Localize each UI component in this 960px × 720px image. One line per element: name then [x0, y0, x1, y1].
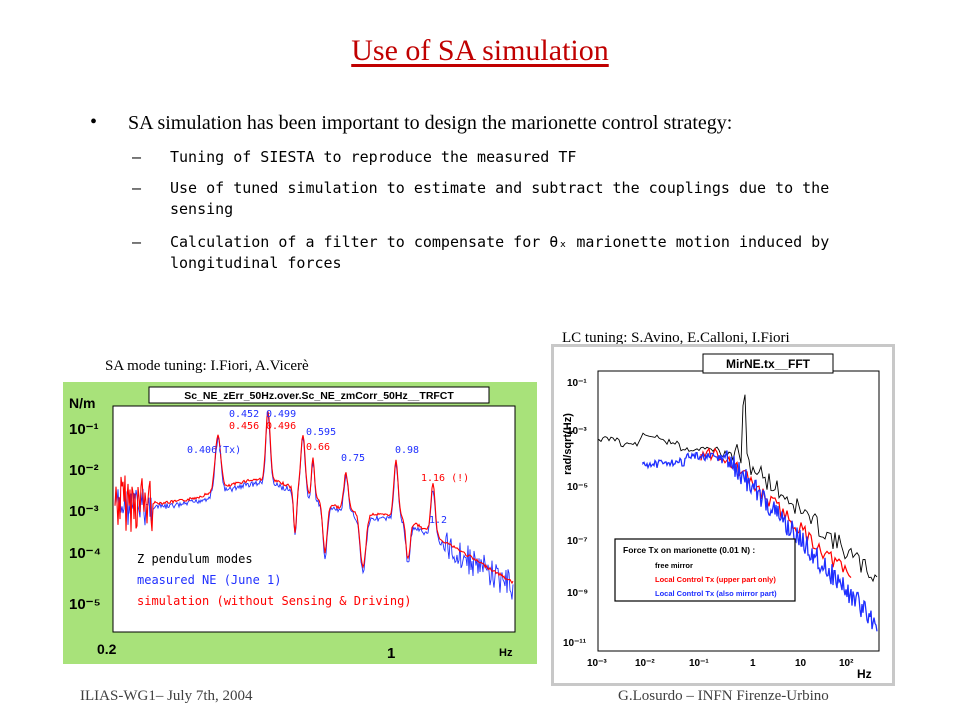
- legend-title: Force Tx on marionette (0.01 N) :: [623, 545, 755, 555]
- y-tick-label: 10⁻¹: [567, 378, 587, 389]
- peak-label: 1.16 (!): [421, 473, 469, 484]
- plot-title-box: [148, 386, 490, 404]
- y-tick-label: 10⁻⁷: [567, 536, 588, 547]
- legend-entry: Z pendulum modes: [137, 552, 253, 566]
- footer-left: ILIAS-WG1– July 7th, 2004: [80, 688, 253, 704]
- bullet-dot-icon: •: [90, 111, 98, 133]
- footer-right: G.Losurdo – INFN Firenze-Urbino: [618, 688, 829, 704]
- plot-area: [597, 370, 880, 652]
- caption-right: LC tuning: S.Avino, E.Calloni, I.Fiori: [562, 330, 790, 346]
- sub-item-text: Use of tuned simulation to estimate and …: [170, 179, 830, 218]
- y-tick-label: 10⁻³: [567, 426, 587, 437]
- legend-entry: Local Control Tx (upper part only): [655, 575, 776, 584]
- sub-item-text: Calculation of a filter to compensate fo…: [170, 233, 830, 272]
- peak-label: 0.406(Tx): [187, 445, 241, 456]
- plot-title-box: [702, 353, 834, 374]
- legend-entry: simulation (without Sensing & Driving): [137, 594, 412, 608]
- x-tick-label: 10⁻³: [587, 658, 607, 669]
- peak-label: 0.496: [266, 421, 296, 432]
- sub-item-text: Tuning of SIESTA to reproduce the measur…: [170, 148, 577, 166]
- y-tick-label: 10⁻¹¹: [563, 638, 587, 649]
- x-tick-label: 10²: [839, 658, 854, 669]
- legend-entry: free mirror: [655, 561, 693, 570]
- simulation-trace: [114, 411, 514, 585]
- y-tick-label: 10⁻¹: [69, 421, 99, 438]
- x-tick-label: 10⁻¹: [689, 658, 709, 669]
- peak-label: 0.499: [266, 409, 296, 420]
- lc-upper-trace: [700, 447, 852, 579]
- y-tick-label: 10⁻⁵: [567, 482, 588, 493]
- peak-label: 0.98: [395, 445, 419, 456]
- x-tick-label: 10: [795, 658, 807, 669]
- mode-tuning-plot: Sc_NE_zErr_50Hz.over.Sc_NE_zmCorr_50Hz__…: [63, 382, 537, 664]
- peak-label: 0.456: [229, 421, 259, 432]
- y-tick-label: 10⁻³: [69, 503, 99, 520]
- caption-left: SA mode tuning: I.Fiori, A.Vicerè: [105, 358, 309, 374]
- bullet-text: SA simulation has been important to desi…: [128, 112, 733, 134]
- lc-mirror-trace: [642, 450, 878, 632]
- x-axis-label: Hz: [499, 647, 513, 659]
- sub-item-dash: –: [132, 148, 142, 166]
- mode-tuning-plot-svg: Sc_NE_zErr_50Hz.over.Sc_NE_zmCorr_50Hz__…: [63, 382, 537, 664]
- plot-title: Sc_NE_zErr_50Hz.over.Sc_NE_zmCorr_50Hz__…: [184, 390, 454, 402]
- plot-traces: [114, 411, 514, 600]
- peak-label: 0.66: [306, 442, 330, 453]
- peak-label: 1.2: [429, 515, 447, 526]
- x-tick-label: 1: [387, 645, 395, 662]
- x-tick-label: 0.2: [97, 641, 117, 657]
- plot-area: [112, 405, 516, 633]
- slide-title: Use of SA simulation: [351, 34, 609, 67]
- y-axis-label: rad/sqrt(Hz): [562, 413, 574, 475]
- x-tick-label: 1: [750, 658, 756, 669]
- y-tick-label: 10⁻⁹: [567, 588, 588, 599]
- sub-item-dash: –: [132, 179, 142, 197]
- sub-item-dash: –: [132, 233, 142, 251]
- peak-label: 0.595: [306, 427, 336, 438]
- y-tick-label: 10⁻⁴: [69, 545, 101, 562]
- free-mirror-trace: [598, 394, 878, 583]
- plot-title: MirNE.tx__FFT: [726, 357, 811, 371]
- lc-tuning-plot-svg: MirNE.tx__FFT rad/sqrt(Hz) 10⁻¹ 10⁻³ 10⁻…: [551, 344, 895, 686]
- peak-label: 0.452: [229, 409, 259, 420]
- x-tick-label: 10⁻²: [635, 658, 655, 669]
- y-axis-label: N/m: [69, 395, 95, 411]
- legend-entry: Local Control Tx (also mirror part): [655, 589, 777, 598]
- peak-label: 0.75: [341, 453, 365, 464]
- y-tick-label: 10⁻²: [69, 462, 99, 479]
- legend-entry: measured NE (June 1): [137, 573, 282, 587]
- legend-box: [614, 538, 796, 602]
- y-tick-label: 10⁻⁵: [69, 596, 101, 613]
- lc-tuning-plot: MirNE.tx__FFT rad/sqrt(Hz) 10⁻¹ 10⁻³ 10⁻…: [551, 344, 895, 686]
- x-axis-label: Hz: [857, 667, 872, 681]
